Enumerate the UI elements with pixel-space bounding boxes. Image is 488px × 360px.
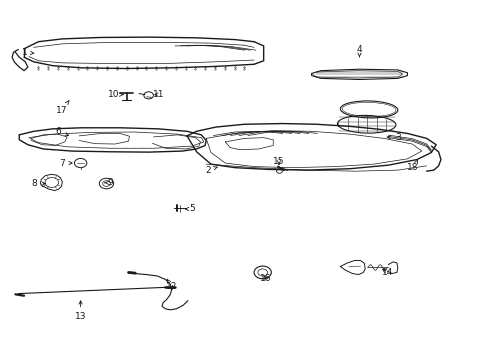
Text: 8: 8 — [32, 179, 45, 188]
Text: 18: 18 — [407, 160, 418, 172]
Text: 11: 11 — [153, 90, 164, 99]
Text: 9: 9 — [104, 178, 113, 187]
Text: 2: 2 — [205, 166, 217, 175]
Text: 15: 15 — [273, 157, 284, 166]
Text: 16: 16 — [260, 274, 271, 283]
Text: 6: 6 — [56, 127, 68, 136]
Text: 1: 1 — [22, 48, 34, 57]
Text: 10: 10 — [108, 90, 122, 99]
Text: 3: 3 — [386, 133, 400, 142]
Text: 17: 17 — [56, 101, 69, 114]
Text: 4: 4 — [356, 45, 362, 57]
Text: 13: 13 — [75, 301, 86, 321]
Text: 14: 14 — [381, 268, 392, 277]
Text: 7: 7 — [60, 158, 72, 167]
Text: 5: 5 — [185, 204, 194, 213]
Text: 12: 12 — [165, 279, 177, 291]
